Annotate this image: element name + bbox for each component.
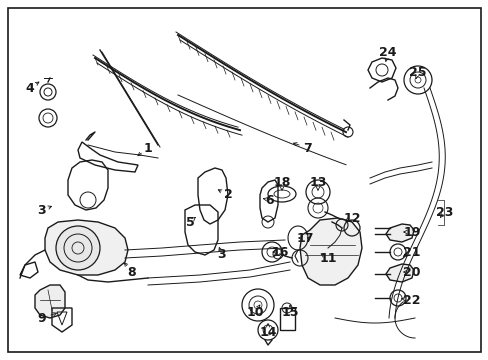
Text: 7: 7: [303, 141, 312, 154]
Text: 1: 1: [143, 141, 152, 154]
Text: 2: 2: [223, 189, 232, 202]
Text: 19: 19: [403, 225, 420, 238]
Polygon shape: [299, 218, 361, 285]
Text: 3: 3: [217, 248, 226, 261]
Text: 13: 13: [309, 175, 326, 189]
Text: 14: 14: [259, 325, 276, 338]
Text: 25: 25: [408, 66, 426, 78]
Polygon shape: [385, 224, 413, 242]
Text: 21: 21: [403, 246, 420, 258]
Text: 24: 24: [379, 45, 396, 58]
Text: 22: 22: [403, 293, 420, 306]
Text: 4: 4: [25, 81, 34, 94]
Circle shape: [56, 226, 100, 270]
Text: 16: 16: [271, 246, 288, 258]
Polygon shape: [45, 220, 128, 275]
Text: 20: 20: [403, 266, 420, 279]
Polygon shape: [35, 285, 65, 318]
Text: 8: 8: [127, 266, 136, 279]
Text: 18: 18: [273, 175, 290, 189]
Text: 6: 6: [265, 194, 274, 207]
Text: 17: 17: [296, 231, 313, 244]
Text: 10: 10: [246, 306, 263, 319]
Text: 15: 15: [281, 306, 298, 319]
Text: 5: 5: [185, 216, 194, 229]
Text: 23: 23: [435, 206, 453, 219]
Text: 9: 9: [38, 311, 46, 324]
Text: 11: 11: [319, 252, 336, 265]
Text: 3: 3: [38, 203, 46, 216]
Text: 12: 12: [343, 211, 360, 225]
Polygon shape: [385, 264, 413, 282]
